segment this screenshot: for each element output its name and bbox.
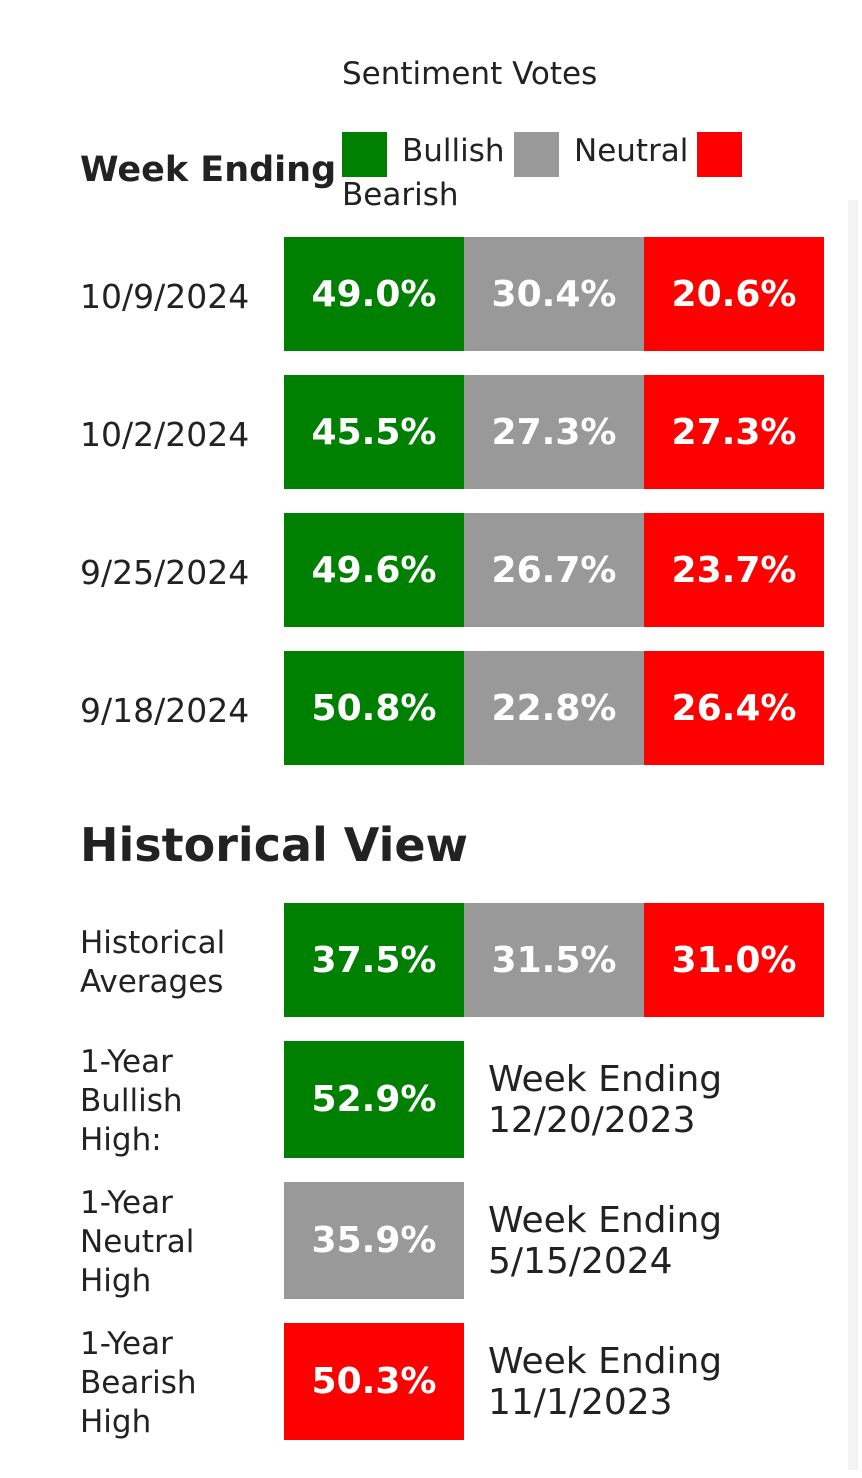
bullish-cell: 49.6%	[284, 513, 464, 627]
bearish-cell: 23.7%	[644, 513, 824, 627]
week-date: 10/2/2024	[80, 415, 250, 454]
bullish-high-label: 1-Year Bullish High:	[80, 1044, 183, 1158]
neutral-cell: 30.4%	[464, 237, 644, 351]
avg-bearish-cell: 31.0%	[644, 903, 824, 1017]
legend-bullish-label: Bullish	[402, 133, 505, 169]
historical-view-title: Historical View	[80, 818, 469, 872]
week-ending-header: Week Ending	[80, 150, 337, 190]
bullish-high-week: Week Ending 12/20/2023	[488, 1059, 723, 1141]
bullish-cell: 45.5%	[284, 375, 464, 489]
bullish-cell: 50.8%	[284, 651, 464, 765]
neutral-high-label: 1-Year Neutral High	[80, 1185, 195, 1299]
bearish-cell: 20.6%	[644, 237, 824, 351]
neutral-high-value: 35.9%	[284, 1182, 464, 1299]
bearish-cell: 27.3%	[644, 375, 824, 489]
bearish-swatch	[697, 132, 742, 177]
sentiment-votes-title: Sentiment Votes	[342, 56, 598, 92]
bearish-high-week: Week Ending 11/1/2023	[488, 1341, 723, 1423]
neutral-swatch	[514, 132, 559, 177]
historical-averages-label: Historical Averages	[80, 925, 226, 1000]
legend-bearish-label: Bearish	[342, 177, 459, 213]
week-date: 9/25/2024	[80, 553, 250, 592]
legend-neutral-label: Neutral	[574, 133, 689, 169]
bearish-high-value: 50.3%	[284, 1323, 464, 1440]
bullish-high-value: 52.9%	[284, 1041, 464, 1158]
bearish-high-label: 1-Year Bearish High	[80, 1326, 197, 1440]
avg-bullish-cell: 37.5%	[284, 903, 464, 1017]
week-date: 9/18/2024	[80, 691, 250, 730]
scrollbar-track[interactable]	[848, 200, 858, 1470]
neutral-cell: 26.7%	[464, 513, 644, 627]
neutral-cell: 22.8%	[464, 651, 644, 765]
avg-neutral-cell: 31.5%	[464, 903, 644, 1017]
neutral-high-week: Week Ending 5/15/2024	[488, 1200, 723, 1282]
bullish-cell: 49.0%	[284, 237, 464, 351]
bullish-swatch	[342, 132, 387, 177]
bearish-cell: 26.4%	[644, 651, 824, 765]
week-date: 10/9/2024	[80, 277, 250, 316]
neutral-cell: 27.3%	[464, 375, 644, 489]
